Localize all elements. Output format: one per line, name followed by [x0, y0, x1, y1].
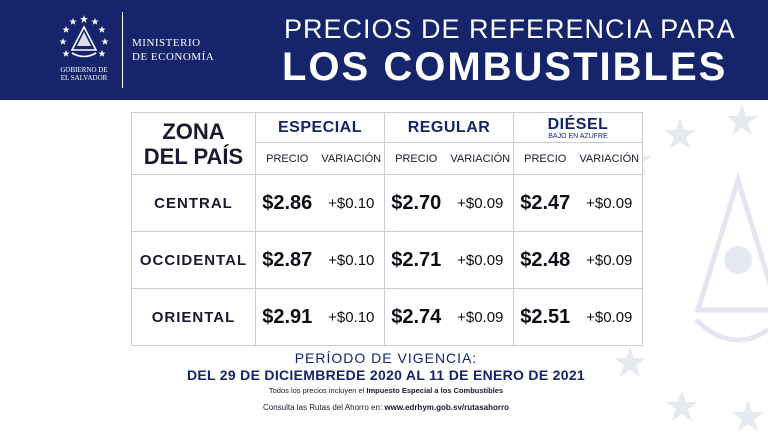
diesel-price: $2.51	[513, 288, 577, 346]
regular-price: $2.71	[384, 231, 448, 289]
diesel-price: $2.48	[513, 231, 577, 289]
diesel-variation: +$0.09	[576, 174, 643, 232]
regular-price: $2.74	[384, 288, 448, 346]
zone-name: CENTRAL	[131, 174, 256, 232]
especial-variation: +$0.10	[318, 174, 385, 232]
especial-price: $2.91	[255, 288, 319, 346]
fuel-header-diesel: DIÉSEL BAJO EN AZUFRE	[513, 112, 643, 143]
price-column-header: PRECIO	[513, 142, 577, 175]
page-title-line2: LOS COMBUSTIBLES	[282, 45, 728, 89]
fuel-name: REGULAR	[407, 118, 491, 136]
validity-period-dates: DEL 29 DE DICIEMBREDE 2020 AL 11 DE ENER…	[186, 367, 586, 383]
variation-column-header: VARIACIÓN	[576, 142, 643, 175]
table-header-row: ZONA DEL PAÍS ESPECIAL REGULAR DIÉSEL BA…	[131, 112, 643, 175]
tax-note: Todos los precios incluyen el Impuesto E…	[131, 386, 641, 396]
zone-name: OCCIDENTAL	[131, 231, 256, 289]
especial-variation: +$0.10	[318, 231, 385, 289]
fuel-header-especial: ESPECIAL	[255, 112, 385, 143]
fuel-header-regular: REGULAR	[384, 112, 514, 143]
zone-column-header: ZONA DEL PAÍS	[131, 112, 256, 175]
validity-period-label: PERÍODO DE VIGENCIA:	[294, 350, 478, 366]
especial-price: $2.87	[255, 231, 319, 289]
diesel-price: $2.47	[513, 174, 577, 232]
especial-variation: +$0.10	[318, 288, 385, 346]
table-row: OCCIDENTAL $2.87 +$0.10 $2.71 +$0.09 $2.…	[131, 231, 643, 289]
variation-column-header: VARIACIÓN	[318, 142, 385, 175]
consult-text: Consulta las Rutas del Ahorro en:	[262, 403, 385, 412]
table-subheader-row: PRECIO VARIACIÓN PRECIO VARIACIÓN PRECIO…	[132, 142, 643, 175]
regular-variation: +$0.09	[447, 288, 514, 346]
tax-note-emphasis: Impuesto Especial a los Combustibles	[366, 386, 504, 395]
regular-variation: +$0.09	[447, 174, 514, 232]
el-salvador-seal-icon	[59, 15, 109, 58]
price-column-header: PRECIO	[384, 142, 448, 175]
footer: PERÍODO DE VIGENCIA: DEL 29 DE DICIEMBRE…	[131, 350, 641, 413]
page-title-line1: PRECIOS DE REFERENCIA PARA	[284, 14, 736, 44]
fuel-price-table: ZONA DEL PAÍS ESPECIAL REGULAR DIÉSEL BA…	[131, 112, 643, 346]
variation-column-header: VARIACIÓN	[447, 142, 514, 175]
header-banner: GOBIERNO DE EL SALVADOR MINISTERIO DE EC…	[0, 0, 768, 100]
table-row: CENTRAL $2.86 +$0.10 $2.70 +$0.09 $2.47 …	[131, 174, 643, 232]
fuel-name: DIÉSEL	[547, 115, 609, 133]
government-label: GOBIERNO DE EL SALVADOR	[60, 66, 108, 82]
especial-price: $2.86	[255, 174, 319, 232]
consult-link[interactable]: www.edrhym.gob.sv/rutasahorro	[384, 403, 510, 412]
zone-name: ORIENTAL	[131, 288, 256, 346]
header-divider	[122, 12, 123, 88]
regular-price: $2.70	[384, 174, 448, 232]
regular-variation: +$0.09	[447, 231, 514, 289]
table-row: ORIENTAL $2.91 +$0.10 $2.74 +$0.09 $2.51…	[131, 288, 643, 346]
ministry-name: MINISTERIO DE ECONOMÍA	[132, 37, 215, 63]
diesel-variation: +$0.09	[576, 231, 643, 289]
fuel-subtitle: BAJO EN AZUFRE	[548, 132, 608, 140]
price-column-header: PRECIO	[255, 142, 319, 175]
tax-note-text: Todos los precios incluyen el	[268, 386, 367, 395]
consult-routes: Consulta las Rutas del Ahorro en: www.ed…	[131, 402, 641, 413]
diesel-variation: +$0.09	[576, 288, 643, 346]
fuel-name: ESPECIAL	[277, 118, 362, 136]
